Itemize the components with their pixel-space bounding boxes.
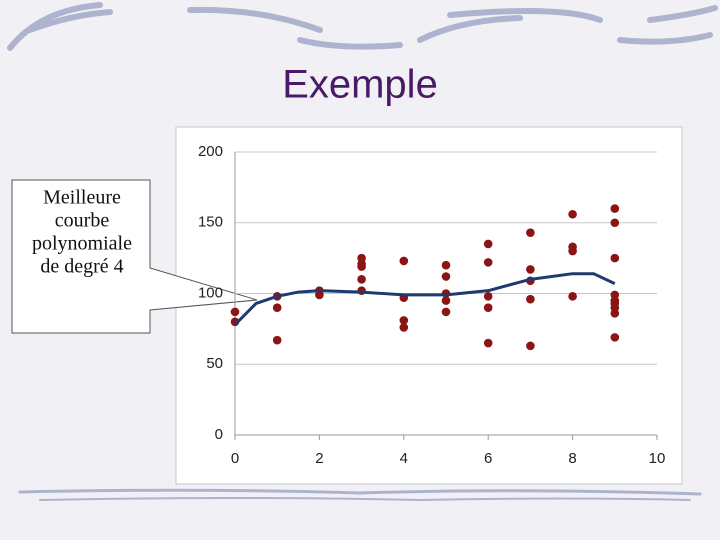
data-point	[610, 253, 620, 263]
data-point	[483, 303, 493, 312]
y-tick-label: 0	[215, 426, 223, 443]
data-point	[272, 303, 282, 312]
data-point	[357, 262, 366, 271]
data-point	[399, 323, 409, 332]
data-point	[568, 292, 577, 301]
callout-line: courbe	[55, 210, 110, 232]
callout-line: de degré 4	[40, 256, 123, 278]
y-tick-label: 50	[206, 355, 223, 372]
data-point	[399, 256, 409, 266]
data-point	[610, 333, 620, 342]
x-tick-label: 8	[568, 450, 576, 467]
data-point	[230, 307, 240, 317]
data-point	[441, 260, 451, 270]
data-point	[441, 272, 451, 281]
data-point	[483, 338, 493, 348]
y-tick-label: 150	[198, 214, 223, 231]
data-point	[610, 204, 620, 213]
callout-line: polynomiale	[32, 233, 132, 255]
data-point	[272, 335, 282, 345]
data-point	[357, 275, 366, 284]
data-point	[526, 341, 535, 351]
data-point	[441, 296, 451, 305]
data-point	[526, 265, 535, 274]
x-tick-label: 2	[315, 450, 323, 467]
x-tick-label: 4	[400, 450, 408, 467]
data-point	[399, 316, 409, 325]
x-tick-label: 6	[484, 450, 492, 467]
data-point	[483, 258, 493, 267]
data-point	[610, 309, 620, 318]
data-point	[526, 294, 535, 304]
plot-frame	[175, 126, 683, 485]
plot: 0 50 100 150 200 0 2 4 6 8 10	[198, 143, 665, 467]
data-point	[610, 218, 620, 228]
data-point	[315, 290, 324, 300]
callout	[11, 179, 258, 334]
x-tick-label: 10	[649, 450, 666, 467]
data-point	[568, 209, 577, 219]
y-tick-label: 100	[198, 284, 223, 301]
callout-line: Meilleure	[43, 187, 121, 209]
slide-title: Exemple	[282, 63, 438, 107]
x-tick-label: 0	[231, 450, 239, 467]
y-tick-label: 200	[198, 143, 223, 160]
decoration	[7, 2, 718, 502]
data-point	[526, 228, 535, 237]
data-point	[483, 292, 493, 301]
data-point	[441, 307, 451, 317]
data-point	[568, 246, 577, 256]
fit-curve	[233, 272, 616, 326]
data-point	[483, 239, 493, 249]
